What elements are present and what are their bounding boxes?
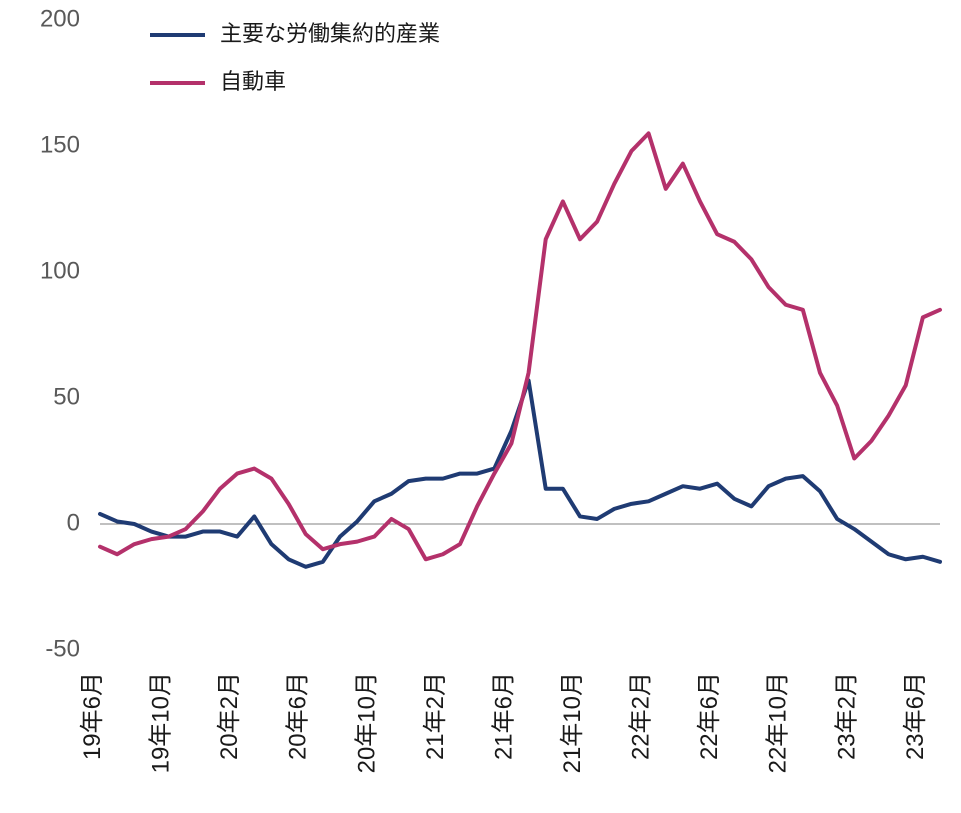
x-tick-label: 20年10月	[353, 672, 380, 773]
y-tick-label: -50	[45, 635, 80, 662]
x-tick-label: 22年2月	[628, 672, 655, 760]
line-chart: -50 0 50 100 150 200 19年6月 19年10月 20年2月 20年6月 20年1…	[0, 0, 961, 813]
y-tick-label: 200	[40, 5, 80, 32]
y-tick-label: 50	[53, 383, 80, 410]
series-自動車	[100, 133, 940, 559]
x-tick-label: 19年10月	[148, 672, 175, 773]
x-tick-label: 22年10月	[765, 672, 792, 773]
x-tick-label: 21年6月	[490, 672, 517, 760]
legend-label: 自動車	[220, 69, 286, 94]
chart-svg: -50 0 50 100 150 200 19年6月 19年10月 20年2月 20年6月 20年1…	[0, 0, 961, 813]
y-tick-label: 100	[40, 257, 80, 284]
x-tick-label: 23年6月	[902, 672, 929, 760]
x-tick-label: 20年2月	[216, 672, 243, 760]
x-tick-label: 21年10月	[559, 672, 586, 773]
legend-label: 主要な労働集約的産業	[220, 21, 440, 46]
x-tick-label: 21年2月	[422, 672, 449, 760]
y-tick-label: 150	[40, 131, 80, 158]
x-tick-label: 22年6月	[696, 672, 723, 760]
x-tick-label: 20年6月	[285, 672, 312, 760]
x-tick-label: 23年2月	[833, 672, 860, 760]
x-tick-label: 19年6月	[79, 672, 106, 760]
y-tick-label: 0	[67, 509, 80, 536]
